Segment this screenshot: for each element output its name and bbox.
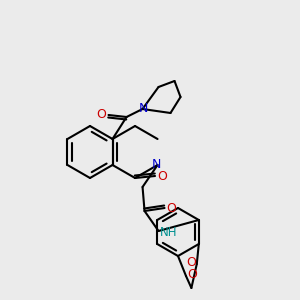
Text: O: O <box>97 109 106 122</box>
Text: N: N <box>139 101 148 115</box>
Text: N: N <box>152 158 161 172</box>
Text: O: O <box>186 256 196 268</box>
Text: NH: NH <box>160 226 177 238</box>
Text: O: O <box>157 169 167 182</box>
Text: O: O <box>187 268 197 281</box>
Text: O: O <box>167 202 176 214</box>
